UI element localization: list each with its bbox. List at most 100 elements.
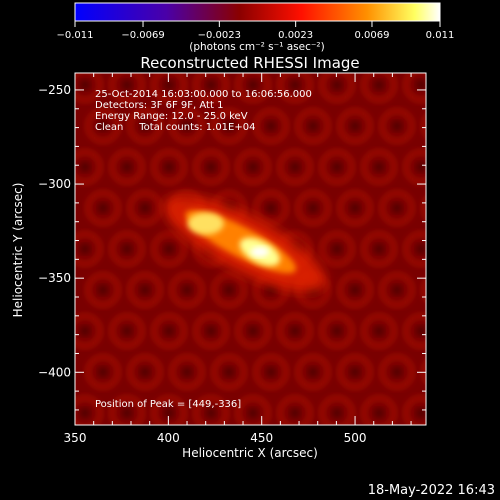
ripple-ring — [253, 108, 289, 144]
ripple-core — [140, 203, 150, 213]
info-text: 25-Oct-2014 16:03:00.000 to 16:06:56.000… — [95, 89, 312, 133]
ripple-ring — [277, 149, 313, 185]
ripple-ring — [403, 149, 426, 185]
ripple-core — [80, 244, 90, 254]
ripple-core — [434, 367, 444, 377]
ripple-core — [224, 367, 234, 377]
ripple-core — [206, 80, 216, 90]
peak-label: Position of Peak = [449,-336] — [95, 399, 241, 410]
ripple-ring — [277, 395, 313, 425]
ripple-ring — [109, 313, 145, 349]
ripple-core — [392, 285, 402, 295]
ripple-core — [374, 162, 384, 172]
ripple-ring — [361, 231, 397, 267]
ripple-ring — [337, 272, 373, 308]
ripple-core — [266, 285, 276, 295]
ripple-core — [434, 121, 444, 131]
ripple-ring — [75, 231, 103, 267]
ripple-core — [290, 80, 300, 90]
ripple-ring — [295, 354, 331, 390]
ripple-core — [374, 408, 384, 418]
ripple-core — [434, 285, 444, 295]
ripple-ring — [337, 108, 373, 144]
y-axis-label: Heliocentric Y (arcsec) — [11, 183, 25, 318]
ripple-core — [248, 80, 258, 90]
emission-sources — [163, 195, 326, 293]
ripple-ring — [295, 108, 331, 144]
ripple-ring — [361, 149, 397, 185]
ripple-core — [248, 408, 258, 418]
ripple-ring — [403, 313, 426, 349]
ripple-ring — [211, 108, 247, 144]
x-axis-label: Heliocentric X (arcsec) — [182, 446, 318, 460]
background-ripples — [75, 73, 444, 425]
ripple-ring — [85, 108, 121, 144]
ripple-ring — [319, 231, 355, 267]
ripple-ring — [403, 395, 426, 425]
ripple-core — [164, 80, 174, 90]
x-tick-label: 350 — [64, 431, 87, 445]
ripple-ring — [379, 354, 415, 390]
ripple-ring — [127, 272, 163, 308]
ripple-ring — [421, 277, 426, 303]
ripple-ring — [361, 395, 397, 425]
ripple-ring — [75, 149, 103, 185]
heatmap-image — [75, 73, 444, 425]
ripple-ring — [235, 313, 271, 349]
ripple-core — [80, 408, 90, 418]
ripple-core — [350, 285, 360, 295]
ripple-core — [164, 244, 174, 254]
colorbar-tick-label: −0.0023 — [198, 30, 241, 41]
ripple-ring — [109, 73, 145, 103]
info-line: Energy Range: 12.0 - 25.0 keV — [95, 111, 248, 122]
ripple-core — [266, 121, 276, 131]
ripple-core — [122, 326, 132, 336]
ripple-ring — [127, 190, 163, 226]
ripple-ring — [253, 190, 289, 226]
colorbar-tick-label: −0.011 — [56, 30, 93, 41]
ripple-ring — [75, 313, 103, 349]
y-tick-label: −350 — [38, 271, 71, 285]
ripple-ring — [421, 113, 426, 139]
ripple-core — [140, 121, 150, 131]
colorbar-tick-label: 0.011 — [426, 30, 455, 41]
colorbar-tick-label: 0.0023 — [278, 30, 313, 41]
colorbar-tick-labels: −0.011 −0.0069 −0.0023 0.0023 0.0069 0.011 — [56, 30, 454, 41]
ripple-core — [308, 367, 318, 377]
ripple-ring — [151, 73, 187, 103]
ripple-core — [308, 121, 318, 131]
ripple-core — [416, 162, 426, 172]
info-line: 25-Oct-2014 16:03:00.000 to 16:06:56.000 — [95, 89, 312, 100]
ripple-ring — [193, 313, 229, 349]
ripple-core — [392, 203, 402, 213]
ripple-core — [350, 203, 360, 213]
chart-title: Reconstructed RHESSI Image — [140, 54, 359, 72]
ripple-ring — [235, 73, 271, 103]
ripple-core — [140, 285, 150, 295]
ripple-core — [182, 367, 192, 377]
ripple-ring — [85, 190, 121, 226]
ripple-core — [266, 203, 276, 213]
ripple-ring — [85, 354, 121, 390]
ripple-core — [416, 408, 426, 418]
ripple-core — [182, 285, 192, 295]
ripple-ring — [109, 395, 145, 425]
ripple-core — [434, 203, 444, 213]
ripple-ring — [277, 73, 313, 103]
ripple-ring — [211, 354, 247, 390]
ripple-core — [308, 203, 318, 213]
ripple-core — [350, 367, 360, 377]
ripple-ring — [379, 190, 415, 226]
ripple-core — [248, 162, 258, 172]
ripple-ring — [319, 149, 355, 185]
ripple-ring — [361, 313, 397, 349]
ripple-core — [98, 121, 108, 131]
ripple-core — [206, 162, 216, 172]
ripple-core — [206, 326, 216, 336]
ripple-ring — [337, 354, 373, 390]
ripple-core — [122, 244, 132, 254]
ripple-ring — [295, 190, 331, 226]
ripple-core — [290, 326, 300, 336]
ripple-ring — [319, 73, 355, 103]
